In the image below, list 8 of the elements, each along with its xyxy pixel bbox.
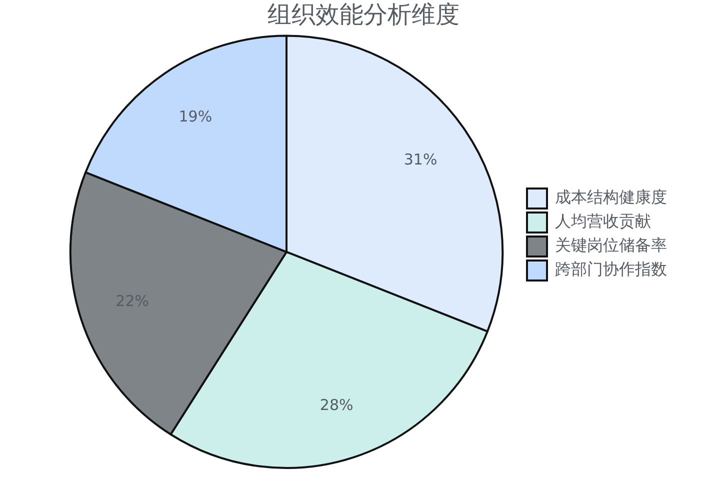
legend-label: 跨部门协作指数	[555, 260, 667, 279]
legend-label: 成本结构健康度	[555, 188, 667, 207]
legend-label: 人均营收贡献	[555, 212, 651, 231]
legend-label: 关键岗位储备率	[555, 236, 667, 255]
data-label: 19%	[178, 108, 212, 126]
data-label: 31%	[404, 150, 438, 169]
chart-title: 组织效能分析维度	[268, 0, 460, 29]
data-label: 28%	[320, 396, 354, 414]
